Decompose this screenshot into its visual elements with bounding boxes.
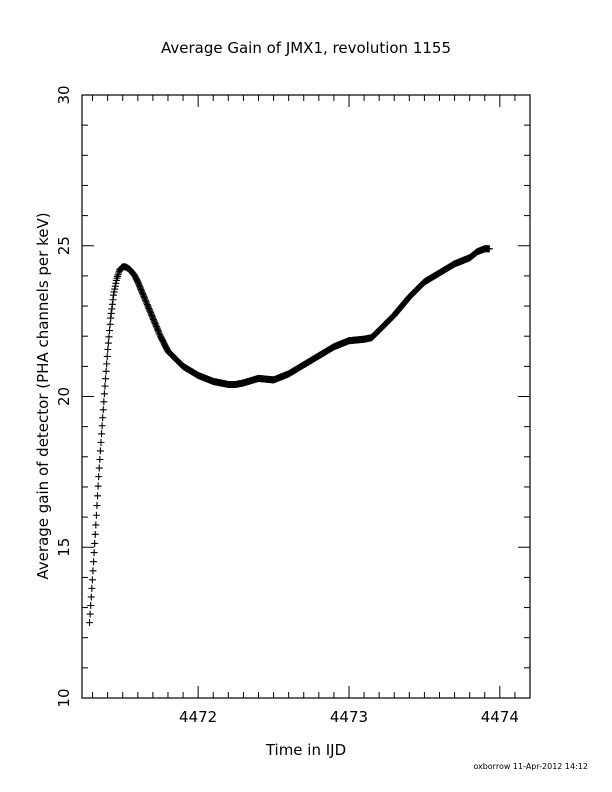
data-point [100,398,108,406]
y-tick-label: 15 [55,538,73,557]
data-point [88,584,96,592]
axis-ticks [82,94,531,699]
data-point [106,327,114,335]
data-point [99,406,107,414]
data-point [102,375,110,383]
data-point [94,492,102,500]
data-point [101,382,109,390]
x-tick-label: 4474 [481,708,519,726]
data-point [114,272,122,280]
y-tick-label: 25 [55,236,73,255]
data-point [110,291,118,299]
data-point [102,367,110,375]
data-point [93,502,101,510]
data-point [92,511,100,519]
data-point [89,567,97,575]
data-point [87,602,95,610]
y-tick-label: 20 [55,387,73,406]
data-point [103,352,111,360]
tick-labels: 4472 4473 4474 10 15 20 25 30 [55,85,519,726]
data-point [100,390,108,398]
data-point [108,305,116,313]
data-point [107,314,115,322]
data-point [91,539,99,547]
data-point [99,414,107,422]
data-points [86,245,493,627]
data-point [104,339,112,347]
data-point [95,473,103,481]
data-point [108,300,116,308]
data-point [86,610,94,618]
data-point [90,558,98,566]
data-point [113,274,121,282]
data-point [104,345,112,353]
data-point [109,296,117,304]
data-point [96,455,104,463]
data-point [86,619,94,627]
chart-title: Average Gain of JMX1, revolution 1155 [161,39,451,57]
footer-credit: oxborrow 11-Apr-2012 14:12 [473,762,588,771]
data-point [98,422,106,430]
data-point [95,464,103,472]
data-point [103,360,111,368]
data-point [94,482,102,490]
y-tick-label: 10 [55,688,73,707]
x-tick-label: 4472 [179,708,217,726]
plot-frame [81,94,531,699]
data-point [91,530,99,538]
data-point [485,245,493,253]
data-point [92,521,100,529]
data-point [114,271,122,279]
x-axis-label: Time in IJD [265,741,346,759]
data-point [105,333,113,341]
data-point [96,447,104,455]
data-point [106,320,114,328]
data-point [88,576,96,584]
data-point [97,438,105,446]
data-point [107,309,115,317]
y-tick-label: 30 [55,85,73,104]
data-point [115,269,123,277]
x-tick-label: 4473 [330,708,368,726]
data-point [90,549,98,557]
data-point [98,430,106,438]
data-point [87,593,95,601]
y-axis-label: Average gain of detector (PHA channels p… [34,212,52,579]
